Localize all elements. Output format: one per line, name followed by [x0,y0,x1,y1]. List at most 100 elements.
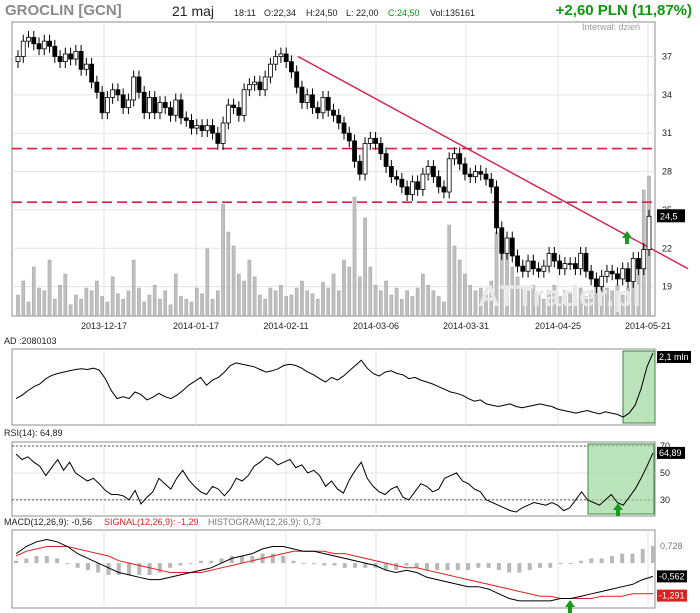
candle-body [173,99,179,116]
macd-histogram-bar [342,563,347,568]
volume-bar [258,294,262,317]
candle-body [473,171,478,178]
volume-bar [231,245,236,317]
volume-bar [457,259,462,317]
macd-histogram-bar [106,563,111,575]
candle-body [131,76,137,101]
volume-bar [247,259,252,317]
candle-body [78,51,84,70]
macd-histogram-bar [34,556,39,564]
macd-histogram-bar [311,563,316,565]
volume-bar [205,248,210,317]
candle-body [394,176,400,180]
macd-histogram-bar [507,563,512,573]
high-price: H:24,50 [306,8,338,18]
candle-body [267,63,273,78]
candle-body [409,181,415,195]
macd-up-arrow-icon [565,600,575,613]
candle-body [620,268,626,280]
volume-bar [84,287,89,317]
volume-bar [442,301,446,317]
volume-bar [620,294,625,317]
macd-histogram-bar [589,558,594,564]
volume-bar [531,285,536,317]
volume-bar [163,290,168,317]
candle-body [68,53,73,60]
volume-bar [63,273,68,317]
x-tick-label: 2014-03-06 [353,321,399,331]
ad-highlight-box [622,350,656,424]
volume-bar [557,296,562,317]
macd-histogram-bar [281,556,286,564]
candle-body [183,117,189,121]
candle-body [73,51,79,60]
candle-body [546,252,552,267]
candle-body [99,91,105,114]
hist-last-box [657,539,687,552]
macd-histogram-bar [157,563,162,573]
macd-histogram-bar [219,558,224,564]
candle-body [136,76,142,93]
y-tick-label: 37 [662,52,672,62]
rsi-tick-label: 50 [660,468,670,478]
candle-body [83,63,89,70]
volume-bar [521,287,525,317]
quote-date: 21 maj [172,3,215,19]
volume-bar [373,285,378,317]
price-change: +2,60 PLN (11,87%) [555,2,692,19]
volume-bar [226,231,231,317]
candle-body [536,268,541,272]
macd-histogram-bar [496,563,501,571]
macd-last-label: -0,562 [659,571,685,581]
macd-histogram-bar [322,563,327,566]
volume-bar [79,299,83,317]
x-tick-label: 2014-02-11 [263,321,308,331]
macd-histogram-bar [188,563,193,565]
volume-bar [263,299,267,317]
y-tick-label: 28 [662,167,672,177]
volume-bar [468,285,473,317]
candle-body [415,181,421,190]
candle-body [299,86,305,103]
macd-histogram-bar [229,556,234,564]
x-tick-label: 2014-05-21 [625,321,671,331]
candle-body [615,273,620,280]
candle-body [383,153,389,167]
candle-body [52,45,58,57]
candle-body [425,166,431,175]
candle-body [204,125,210,132]
volume-bar [131,259,136,317]
candle-body [567,263,573,265]
macd-histogram-bar [65,563,70,565]
macd-signal-line [15,546,654,599]
candle-body [294,71,300,88]
rsi-up-arrow-icon [613,503,623,516]
candle-body [352,140,357,162]
candle-body [278,53,284,57]
candle-body [478,171,484,175]
volume-bar [47,259,52,317]
candle-body [236,107,242,116]
volume-bar [573,299,578,317]
panel-frame-macd [11,529,656,609]
candle-body [604,270,610,277]
candle-body [310,94,315,109]
candle-body [152,97,158,114]
volume-bar [53,299,57,317]
volume-bar [315,299,320,317]
volume-bar [447,224,451,317]
candle-body [89,63,95,83]
candle-body [283,53,289,63]
macd-histogram-bar [558,563,563,565]
volume-bar [105,301,110,317]
macd-histogram-bar [96,563,101,573]
volume-bar [410,296,415,317]
rsi-tick-label: 30 [660,495,670,505]
interval-label: Interwał: dzień [581,22,640,32]
macd-histogram-bar [137,563,142,575]
volume-bar [510,266,515,317]
candle-body [462,163,468,175]
candle-body [509,237,515,257]
macd-histogram-bar [537,563,542,568]
